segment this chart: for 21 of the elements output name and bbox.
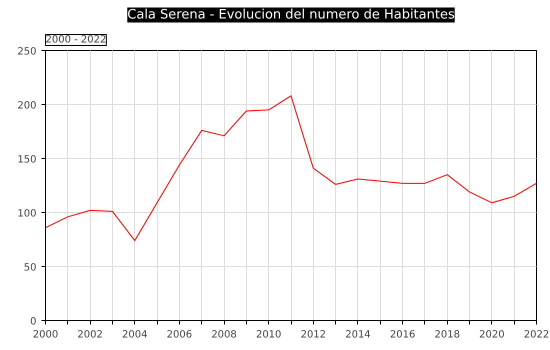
chart-title: Cala Serena - Evolucion del numero de Habitantes [127,8,455,22]
x-tick-label: 2006 [166,330,192,340]
y-tick-label: 0 [30,316,37,328]
x-tick-label: 2018 [434,330,460,340]
y-tick-label: 150 [17,154,37,166]
x-tick-label: 2022 [524,330,550,340]
x-tick-label: 2020 [479,330,505,340]
x-tick-label: 2012 [300,330,326,340]
line-series [46,95,536,242]
y-tick-label: 50 [24,262,37,274]
y-tick-label: 250 [17,46,37,58]
text: 2000 - 2022 [46,34,106,46]
y-tick-label: 200 [17,100,37,112]
x-tick-label: 2010 [256,330,282,340]
y-tick-label: 100 [17,208,37,220]
x-tick-label: 2014 [345,330,371,340]
x-tick-label: 2002 [77,330,103,340]
x-tick-label: 2016 [390,330,416,340]
x-tick-label: 2008 [211,330,237,340]
x-tick-label: 2000 [32,330,58,340]
x-tick-label: 2004 [122,330,148,340]
